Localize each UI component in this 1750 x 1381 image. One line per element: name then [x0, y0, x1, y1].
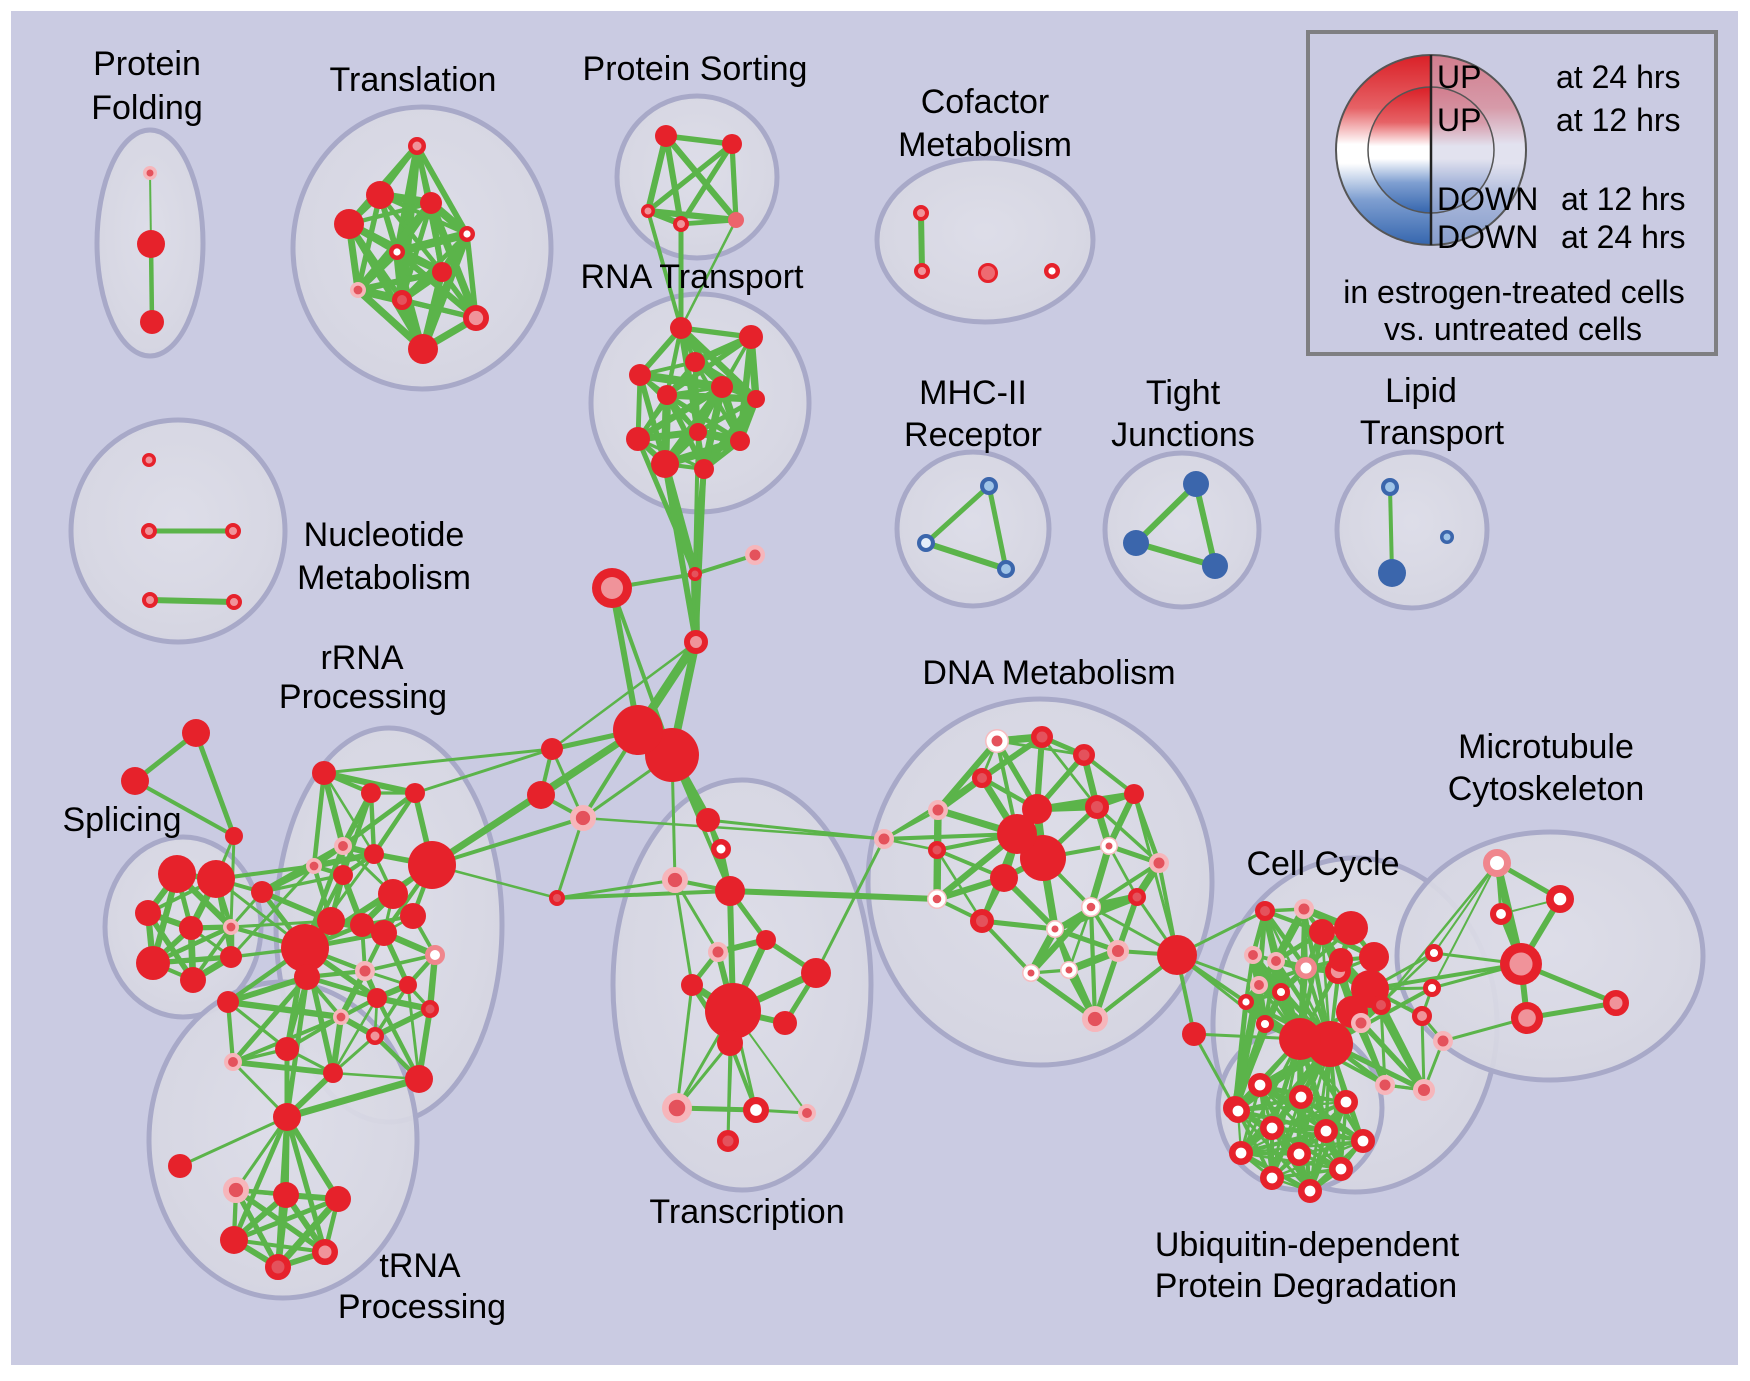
svg-text:UP: UP [1437, 102, 1481, 138]
svg-text:Lipid: Lipid [1385, 372, 1457, 410]
svg-text:Processing: Processing [279, 678, 447, 716]
svg-text:Metabolism: Metabolism [297, 559, 471, 597]
svg-text:vs. untreated cells: vs. untreated cells [1384, 311, 1642, 347]
svg-text:Splicing: Splicing [62, 801, 181, 839]
svg-text:tRNA: tRNA [379, 1247, 461, 1285]
svg-text:Microtubule: Microtubule [1458, 728, 1634, 766]
svg-text:Processing: Processing [338, 1288, 506, 1326]
svg-text:Tight: Tight [1146, 374, 1221, 412]
svg-text:Nucleotide: Nucleotide [304, 516, 465, 554]
svg-text:Ubiquitin-dependent: Ubiquitin-dependent [1155, 1226, 1460, 1264]
svg-text:DOWN: DOWN [1437, 181, 1538, 217]
svg-text:Protein Degradation: Protein Degradation [1155, 1267, 1457, 1305]
svg-text:Receptor: Receptor [904, 416, 1042, 454]
svg-text:Protein Sorting: Protein Sorting [583, 50, 808, 88]
svg-text:rRNA: rRNA [320, 639, 403, 677]
svg-text:Cell Cycle: Cell Cycle [1246, 845, 1399, 883]
svg-text:Protein: Protein [93, 45, 201, 83]
svg-text:UP: UP [1437, 59, 1481, 95]
svg-text:at 24 hrs: at 24 hrs [1556, 59, 1681, 95]
svg-text:at 12 hrs: at 12 hrs [1556, 102, 1681, 138]
svg-text:at 24 hrs: at 24 hrs [1561, 219, 1686, 255]
svg-text:DOWN: DOWN [1437, 219, 1538, 255]
svg-text:RNA Transport: RNA Transport [581, 258, 805, 296]
svg-text:Transcription: Transcription [649, 1193, 844, 1231]
svg-text:at 12 hrs: at 12 hrs [1561, 181, 1686, 217]
svg-text:DNA Metabolism: DNA Metabolism [922, 654, 1175, 692]
svg-text:Cofactor: Cofactor [921, 83, 1050, 121]
svg-text:Folding: Folding [91, 89, 203, 127]
svg-text:Cytoskeleton: Cytoskeleton [1448, 770, 1645, 808]
svg-text:in estrogen-treated cells: in estrogen-treated cells [1343, 274, 1685, 310]
svg-text:Metabolism: Metabolism [898, 126, 1072, 164]
svg-text:MHC-II: MHC-II [919, 374, 1027, 412]
svg-text:Junctions: Junctions [1111, 416, 1255, 454]
svg-text:Transport: Transport [1360, 414, 1505, 452]
svg-text:Translation: Translation [330, 61, 497, 99]
